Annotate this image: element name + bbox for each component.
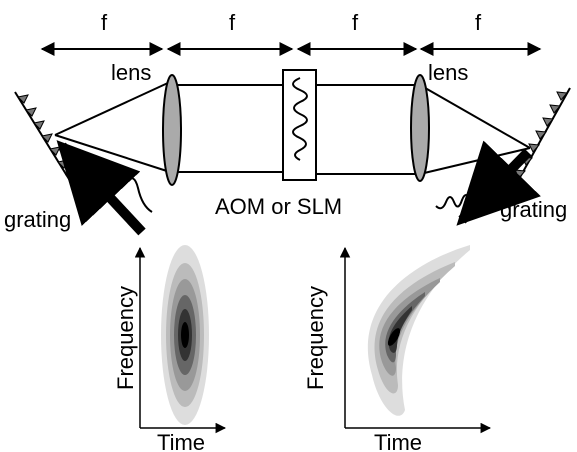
axis-label: Time: [157, 430, 205, 452]
input-pulse: [103, 177, 153, 213]
output-arrow: [456, 140, 541, 226]
plot: Frequency Time: [113, 245, 227, 452]
modulator-box: [282, 69, 317, 181]
lens-label: lens: [428, 60, 468, 85]
output-pulse: [435, 189, 481, 210]
grating-label: grating: [4, 207, 71, 232]
axis-label: Frequency: [113, 286, 138, 390]
grating-label: grating: [500, 197, 567, 222]
focal-label: f: [475, 10, 482, 35]
modulator-label: AOM or SLM: [215, 194, 342, 219]
focal-label: f: [101, 10, 108, 35]
lens: [410, 74, 430, 182]
modulation-wave: [292, 77, 308, 161]
axis-label: Time: [374, 430, 422, 452]
axis-label: Frequency: [303, 286, 328, 390]
focal-label: f: [352, 10, 359, 35]
lens: [162, 74, 182, 186]
lens-label: lens: [111, 60, 151, 85]
input-arrow: [56, 140, 146, 236]
grating: [14, 91, 85, 201]
plot: Frequency Time: [303, 245, 492, 452]
focal-label: f: [229, 10, 236, 35]
